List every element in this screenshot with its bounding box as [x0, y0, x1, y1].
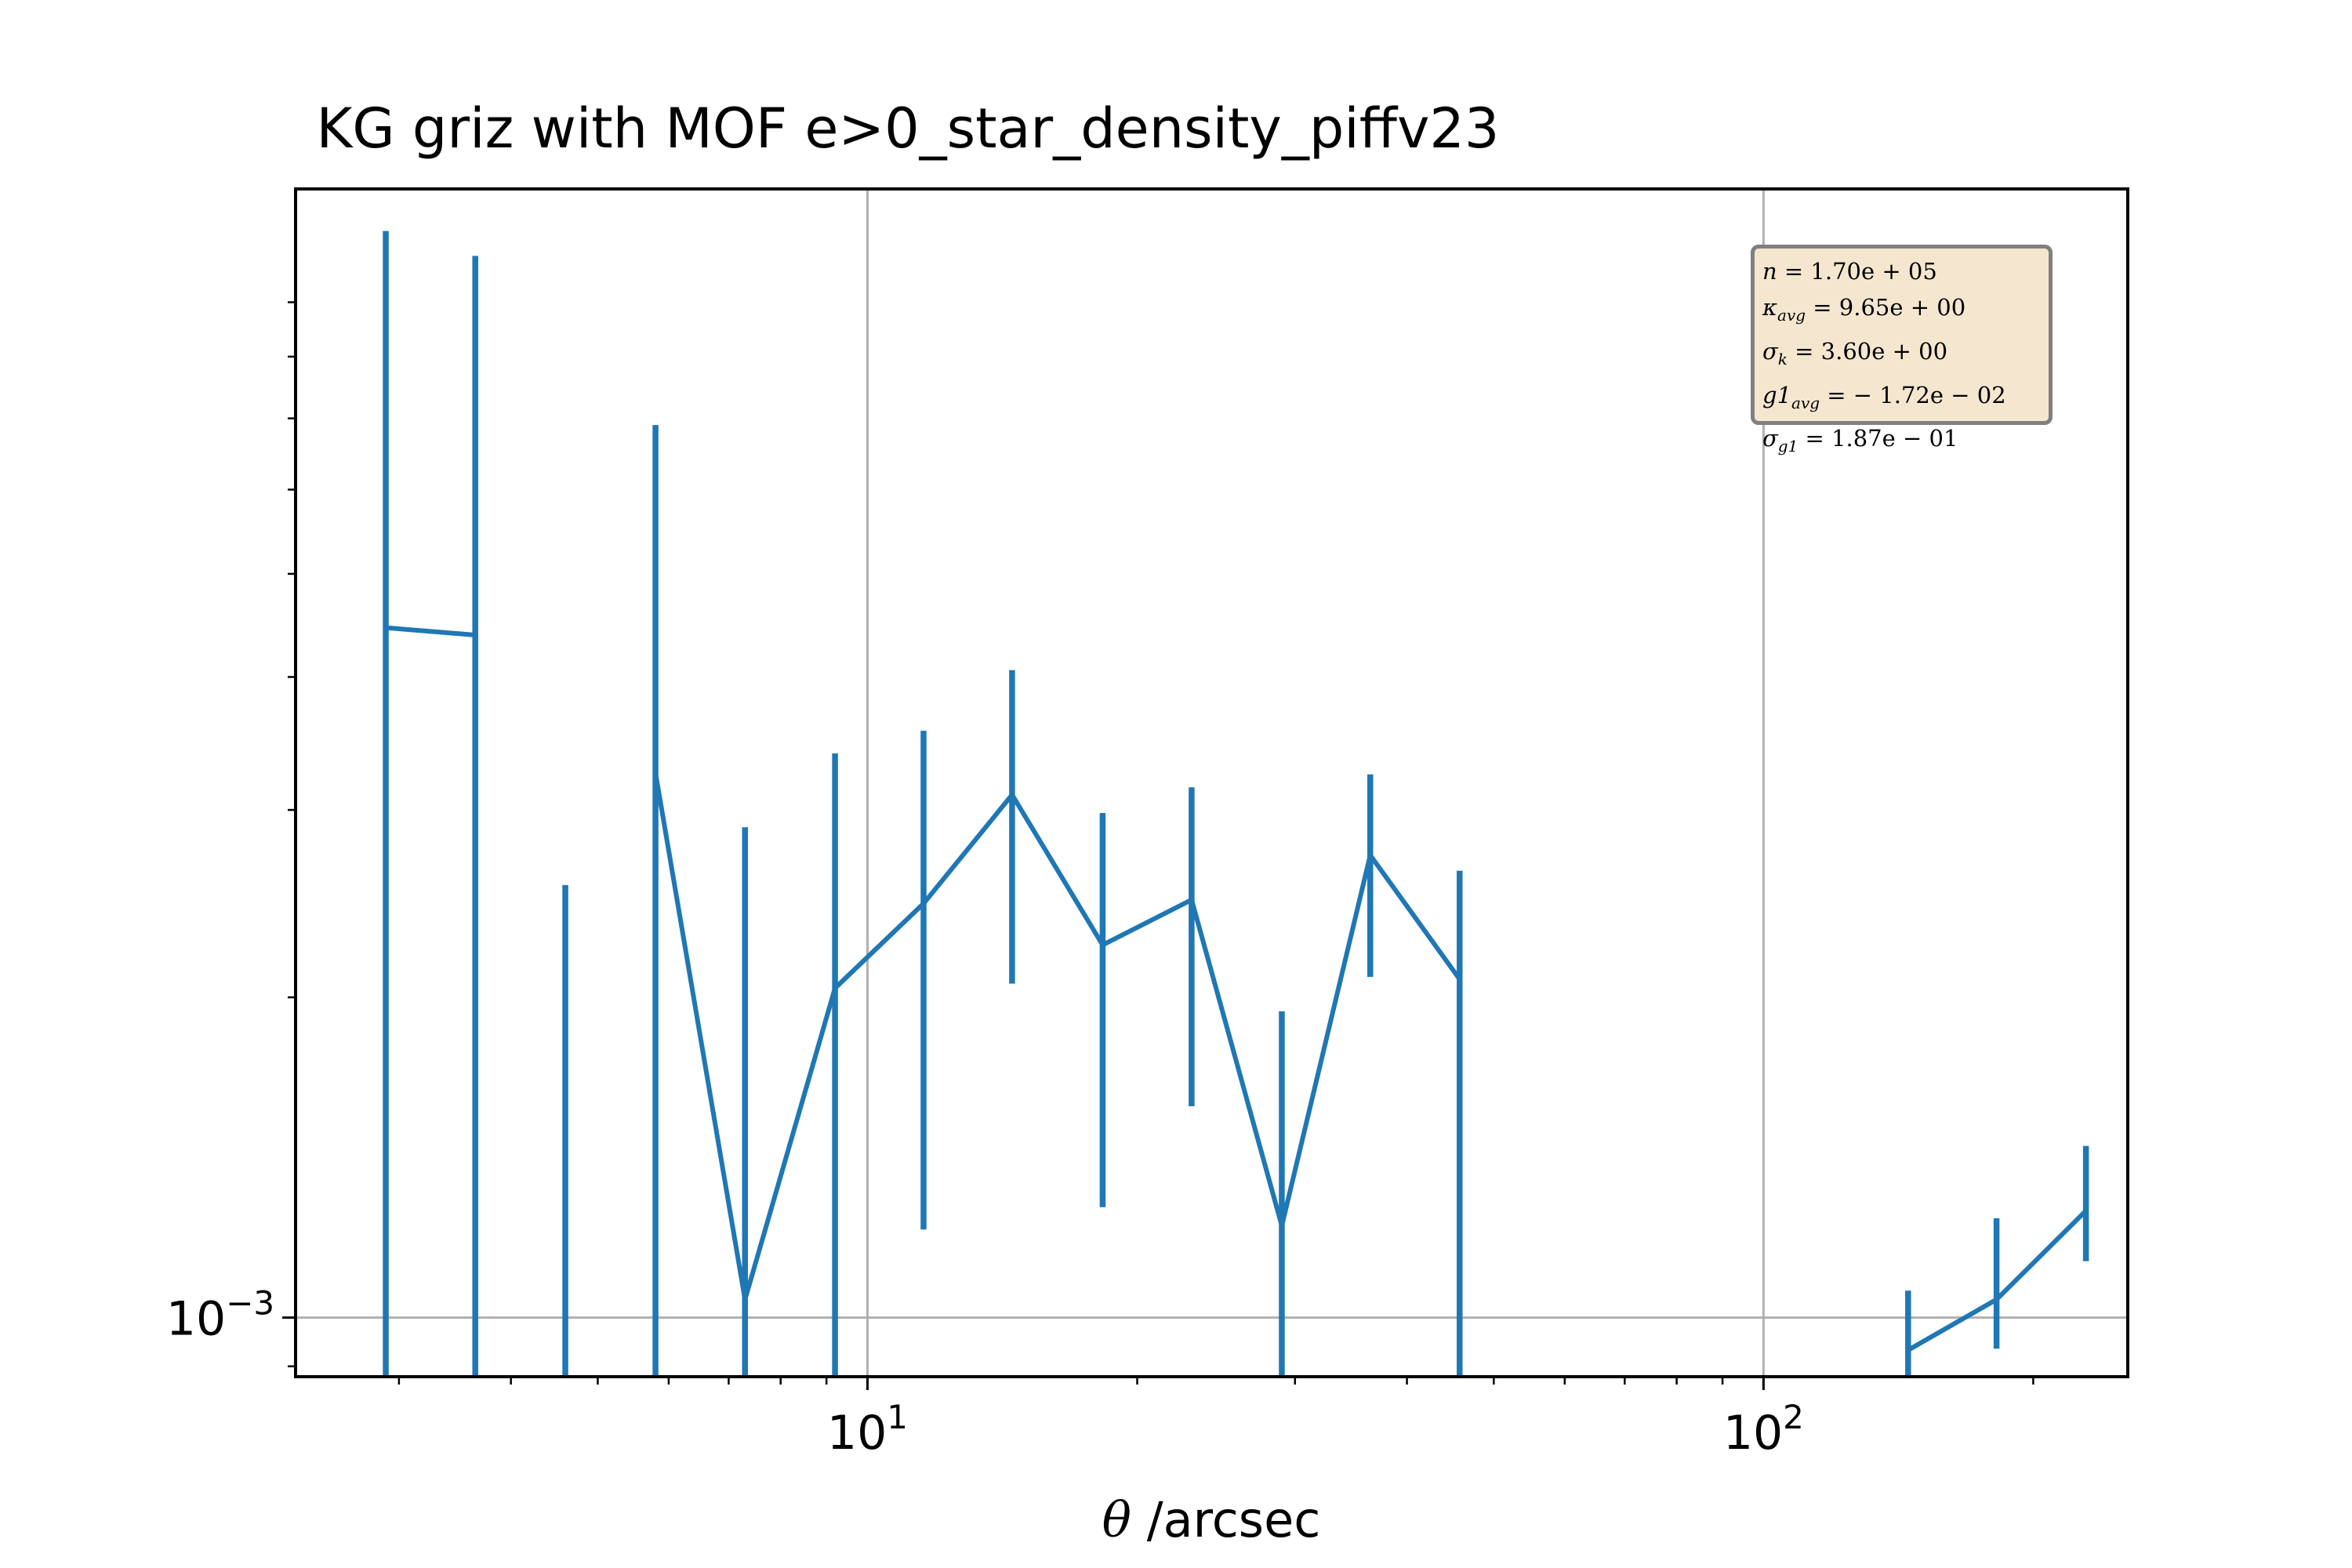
x-tick-label: 102: [1723, 1398, 1804, 1461]
series-line: [653, 772, 1462, 1301]
x-axis-label: θ /arcsec: [1102, 1491, 1321, 1548]
stats-line: n = 1.70e + 05: [1762, 258, 1937, 285]
stats-line: κavg = 9.65e + 00: [1762, 294, 1966, 325]
axis-ticks: 101 102 10−3: [166, 301, 2034, 1461]
chart-title: KG griz with MOF e>0_star_density_piffv2…: [317, 96, 1500, 161]
y-tick-label: 10−3: [166, 1284, 274, 1347]
series-line: [385, 625, 476, 637]
stats-legend-box: n = 1.70e + 05 κavg = 9.65e + 00 σk = 3.60…: [1751, 245, 2053, 456]
stats-line: σg1 = 1.87e − 01: [1762, 425, 1958, 456]
x-axis-unit: /arcsec: [1131, 1491, 1320, 1548]
series-group: [383, 230, 2089, 1377]
stats-line: g1avg = − 1.72e − 02: [1762, 381, 2006, 412]
x-axis-symbol: θ: [1102, 1491, 1131, 1548]
stats-line: σk = 3.60e + 00: [1762, 337, 1948, 368]
x-tick-label: 101: [827, 1398, 908, 1461]
plot-frame: [294, 187, 2129, 1378]
series-line: [1907, 1209, 2088, 1352]
